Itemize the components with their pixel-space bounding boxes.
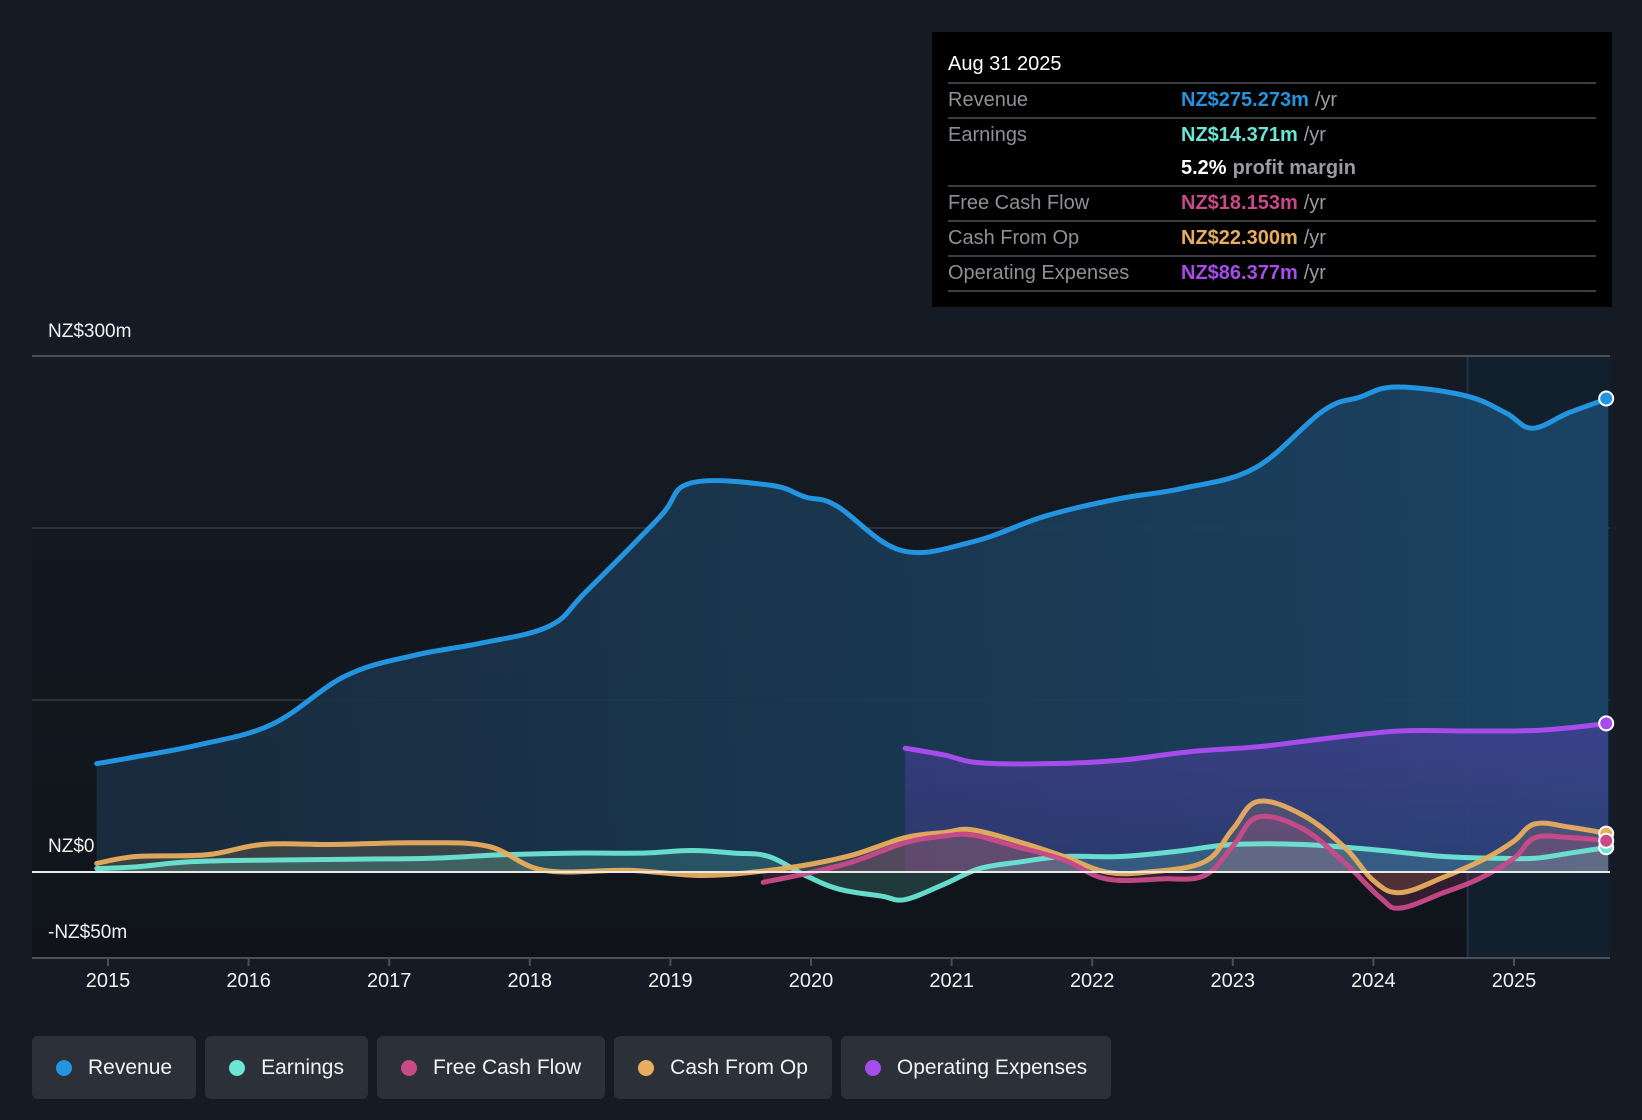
legend-label: Earnings: [261, 1055, 344, 1079]
tooltip-unit: /yr: [1303, 227, 1326, 249]
tooltip-unit: /yr: [1314, 89, 1338, 111]
tooltip-value: NZ$275.273m: [1181, 89, 1309, 111]
legend-item-revenue[interactable]: Revenue: [32, 1036, 197, 1099]
cash-from-op-line: [94, 798, 1610, 896]
x-tick-label: 2025: [1491, 970, 1537, 992]
tooltip-row-free-cash-flow: Free Cash Flow NZ$18.153m /yr: [948, 187, 1596, 222]
tooltip-row-operating-expenses: Operating Expenses NZ$86.377m /yr: [948, 257, 1596, 292]
x-tick-label: 2023: [1210, 970, 1256, 992]
legend-dot-icon: [229, 1059, 246, 1076]
tooltip-unit: /yr: [1303, 192, 1326, 214]
tooltip-label: Earnings: [948, 124, 1027, 146]
x-tick-label: 2019: [648, 970, 693, 992]
axes: [32, 871, 1610, 966]
tooltip-date: Aug 31 2025: [948, 46, 1596, 84]
tooltip-label: Cash From Op: [948, 227, 1080, 249]
tooltip-value: NZ$18.153m: [1181, 192, 1298, 214]
x-tick-label: 2018: [507, 970, 553, 992]
tooltip-value: NZ$86.377m: [1181, 262, 1298, 284]
chart: [32, 355, 1615, 966]
x-tick-label: 2021: [929, 970, 974, 992]
tooltip-row-earnings: Earnings NZ$14.371m /yr: [948, 119, 1596, 152]
tooltip-unit: /yr: [1303, 262, 1326, 284]
tooltip-row-profit-margin: 5.2% profit margin: [948, 152, 1596, 187]
x-tick-label: 2017: [366, 970, 412, 992]
end-markers: [1598, 390, 1615, 856]
operating-expenses-area: [905, 723, 1609, 872]
free-cash-flow-area: [763, 816, 1609, 909]
y-tick-label-300: NZ$300m: [48, 321, 132, 342]
tooltip: Aug 31 2025 Revenue NZ$275.273m /yr Earn…: [932, 32, 1612, 307]
x-tick-label: 2022: [1069, 970, 1115, 992]
legend-label: Cash From Op: [670, 1055, 808, 1079]
tooltip-value: NZ$22.300m: [1181, 227, 1298, 249]
x-tick-label: 2024: [1351, 970, 1396, 992]
tooltip-row-cash-from-op: Cash From Op NZ$22.300m /yr: [948, 222, 1596, 257]
legend-dot-icon: [638, 1059, 655, 1076]
legend: Revenue Earnings Free Cash Flow Cash Fro…: [32, 1036, 1112, 1099]
legend-item-earnings[interactable]: Earnings: [205, 1036, 368, 1099]
profit-margin-value: 5.2%: [1181, 157, 1227, 179]
tooltip-label: Revenue: [948, 89, 1029, 111]
revenue-end-marker: [1598, 390, 1615, 407]
free-cash-flow-end-marker: [1598, 832, 1615, 849]
earnings-line: [94, 841, 1610, 903]
x-tick-label: 2016: [226, 970, 271, 992]
operating-expenses-end-marker: [1598, 715, 1615, 732]
tooltip-label: Free Cash Flow: [948, 192, 1090, 214]
tooltip-value: NZ$14.371m: [1181, 124, 1298, 146]
revenue-line: [94, 384, 1610, 767]
legend-label: Revenue: [88, 1055, 173, 1079]
legend-dot-icon: [56, 1059, 72, 1076]
legend-label: Operating Expenses: [896, 1055, 1088, 1079]
y-tick-label-0: NZ$0: [48, 836, 95, 857]
tooltip-label: Operating Expenses: [948, 262, 1130, 284]
profit-margin-text: profit margin: [1232, 157, 1356, 179]
operating-expenses-line: [902, 720, 1610, 767]
legend-item-free-cash-flow[interactable]: Free Cash Flow: [376, 1036, 606, 1099]
legend-item-cash-from-op[interactable]: Cash From Op: [614, 1036, 832, 1099]
free-cash-flow-line: [760, 813, 1610, 911]
legend-label: Free Cash Flow: [432, 1055, 582, 1079]
legend-item-operating-expenses[interactable]: Operating Expenses: [840, 1036, 1112, 1099]
legend-dot-icon: [864, 1059, 881, 1076]
x-tick-label: 2020: [788, 970, 834, 992]
series-lines: [94, 384, 1610, 911]
y-tick-label-neg50: -NZ$50m: [48, 922, 128, 943]
tooltip-row-revenue: Revenue NZ$275.273m /yr: [948, 84, 1596, 119]
cash-from-op-area: [96, 801, 1609, 893]
tooltip-unit: /yr: [1303, 124, 1326, 146]
legend-dot-icon: [400, 1059, 417, 1076]
x-tick-label: 2015: [85, 970, 131, 992]
